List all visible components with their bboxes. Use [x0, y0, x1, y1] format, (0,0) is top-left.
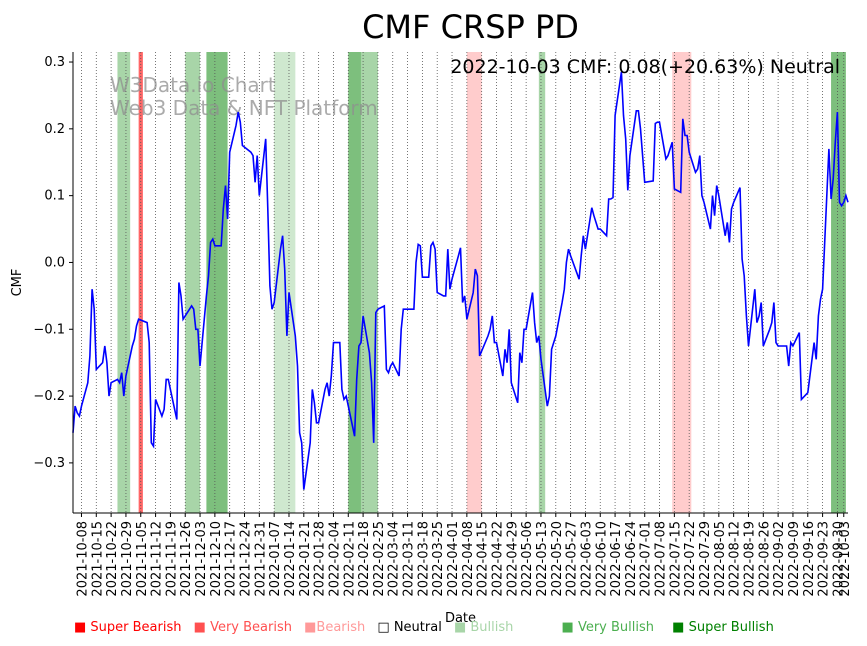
x-tick-label-35: 2022-06-10 — [594, 521, 609, 597]
x-tick-label-45: 2022-08-19 — [743, 521, 758, 597]
x-tick-label-10: 2021-12-17 — [224, 521, 239, 597]
y-tick-label-6: 0.3 — [44, 55, 65, 70]
signal-band-1 — [138, 52, 143, 513]
y-tick-label-0: −0.3 — [33, 456, 65, 471]
x-tick-label-8: 2021-12-03 — [194, 521, 209, 597]
x-tick-label-26: 2022-04-08 — [461, 521, 476, 597]
x-tick-label-51: 2022-09-30 — [831, 521, 846, 597]
x-tick-label-42: 2022-07-29 — [698, 521, 713, 597]
x-tick-label-23: 2022-03-18 — [416, 521, 431, 597]
signal-band-2 — [185, 52, 201, 513]
legend-item-neutral: □ Neutral — [377, 620, 442, 635]
x-tick-label-7: 2021-11-26 — [179, 521, 194, 597]
x-tick-label-32: 2022-05-20 — [550, 521, 565, 597]
x-tick-label-13: 2022-01-07 — [268, 521, 283, 597]
x-tick-label-14: 2022-01-14 — [283, 521, 298, 597]
legend-item-super-bullish: ■ Super Bullish — [672, 620, 774, 635]
x-tick-label-1: 2021-10-15 — [90, 521, 105, 597]
legend-item-very-bullish: ■ Very Bullish — [561, 620, 655, 635]
x-tick-label-33: 2022-05-27 — [565, 521, 580, 597]
x-tick-label-39: 2022-07-08 — [654, 521, 669, 597]
x-tick-label-4: 2021-11-05 — [135, 521, 150, 597]
signal-band-5 — [348, 52, 361, 513]
signal-band-9 — [672, 52, 692, 513]
y-axis-label: CMF — [10, 269, 25, 297]
x-tick-label-25: 2022-04-01 — [446, 521, 461, 597]
x-tick-label-44: 2022-08-12 — [728, 521, 743, 597]
x-tick-label-37: 2022-06-24 — [624, 521, 639, 597]
x-tick-label-43: 2022-08-05 — [713, 521, 728, 597]
legend-item-bullish: ■ Bullish — [453, 620, 514, 635]
x-tick-label-21: 2022-03-04 — [387, 521, 402, 597]
x-tick-label-3: 2021-10-29 — [120, 521, 135, 597]
x-tick-label-0: 2021-10-08 — [76, 521, 91, 597]
signal-band-8 — [538, 52, 546, 513]
x-tick-label-48: 2022-09-09 — [787, 521, 802, 597]
x-tick-label-19: 2022-02-18 — [357, 521, 372, 597]
x-tick-label-18: 2022-02-11 — [342, 521, 357, 597]
signal-band-3 — [206, 52, 228, 513]
legend-item-super-bearish: ■ Super Bearish — [74, 620, 182, 635]
x-tick-label-9: 2021-12-10 — [209, 521, 224, 597]
x-axis-label: Date — [445, 611, 476, 626]
x-tick-label-6: 2021-11-19 — [164, 521, 179, 597]
legend-item-very-bearish: ■ Very Bearish — [193, 620, 292, 635]
chart-legend: ■ Super Bearish ■ Very Bearish ■Bearish … — [74, 620, 782, 635]
x-tick-label-28: 2022-04-22 — [491, 521, 506, 597]
y-tick-label-1: −0.2 — [33, 389, 65, 404]
chart-title: CMF CRSP PD — [362, 8, 579, 46]
x-tick-label-41: 2022-07-22 — [683, 521, 698, 597]
x-tick-label-52: 2022-10-03 — [838, 521, 853, 597]
x-tick-label-40: 2022-07-15 — [668, 521, 683, 597]
series-line-cmf — [72, 71, 849, 490]
legend-item-bearish: ■Bearish — [304, 620, 366, 635]
y-tick-label-5: 0.2 — [44, 122, 65, 137]
x-tick-label-30: 2022-05-06 — [520, 521, 535, 597]
x-tick-label-38: 2022-07-01 — [639, 521, 654, 597]
y-tick-label-3: 0.0 — [44, 255, 65, 270]
x-tick-label-31: 2022-05-13 — [535, 521, 550, 597]
latest-value-annotation: 2022-10-03 CMF: 0.08(+20.63%) Neutral — [450, 56, 840, 78]
y-tick-label-2: −0.1 — [33, 322, 65, 337]
x-tick-label-29: 2022-04-29 — [505, 521, 520, 597]
x-tick-label-2: 2021-10-22 — [105, 521, 120, 597]
signal-band-10 — [831, 52, 846, 513]
x-tick-label-22: 2022-03-11 — [402, 521, 417, 597]
x-tick-label-12: 2021-12-31 — [253, 521, 268, 597]
y-tick-label-4: 0.1 — [44, 189, 65, 204]
signal-band-6 — [360, 52, 378, 513]
x-tick-label-36: 2022-06-17 — [609, 521, 624, 597]
watermark-line-2: Web3 Data & NFT Platform — [110, 96, 378, 120]
watermark-line-1: W3Data.io Chart — [110, 73, 276, 97]
x-tick-label-46: 2022-08-26 — [757, 521, 772, 597]
x-tick-label-27: 2022-04-15 — [476, 521, 491, 597]
x-tick-label-50: 2022-09-23 — [817, 521, 832, 597]
x-tick-label-49: 2022-09-16 — [802, 521, 817, 597]
x-tick-label-24: 2022-03-25 — [431, 521, 446, 597]
x-tick-label-5: 2021-11-12 — [150, 521, 165, 597]
x-tick-label-34: 2022-06-03 — [579, 521, 594, 597]
x-tick-label-15: 2022-01-21 — [298, 521, 313, 597]
x-tick-label-17: 2022-02-04 — [328, 521, 343, 597]
x-tick-label-47: 2022-09-02 — [772, 521, 787, 597]
x-tick-label-20: 2022-02-25 — [372, 521, 387, 597]
x-tick-label-16: 2022-01-28 — [313, 521, 328, 597]
signal-band-0 — [117, 52, 131, 513]
x-tick-label-11: 2021-12-24 — [239, 521, 254, 597]
